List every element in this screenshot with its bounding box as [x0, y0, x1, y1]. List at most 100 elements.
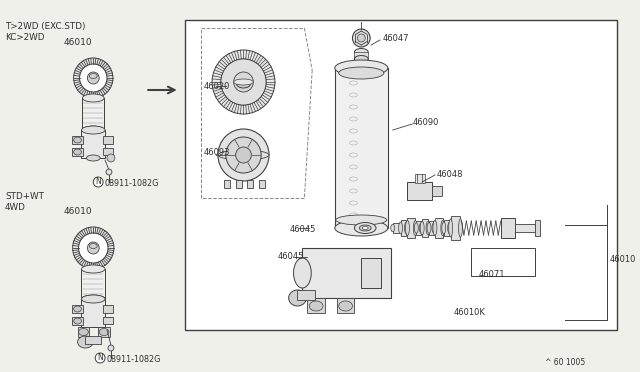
Bar: [248, 180, 253, 188]
Ellipse shape: [308, 251, 330, 263]
Circle shape: [93, 177, 103, 187]
Ellipse shape: [289, 290, 307, 306]
Bar: [444, 220, 450, 236]
Bar: [422, 219, 428, 237]
Ellipse shape: [458, 219, 463, 237]
Ellipse shape: [442, 222, 445, 234]
Ellipse shape: [294, 258, 311, 288]
Bar: [72, 136, 83, 144]
Ellipse shape: [336, 215, 387, 225]
Bar: [337, 298, 355, 313]
Ellipse shape: [77, 336, 93, 348]
Ellipse shape: [83, 94, 104, 102]
Ellipse shape: [99, 328, 109, 336]
Ellipse shape: [420, 221, 424, 235]
Ellipse shape: [355, 55, 368, 62]
Bar: [298, 290, 315, 300]
Ellipse shape: [355, 48, 368, 55]
Ellipse shape: [74, 149, 81, 155]
Bar: [307, 298, 325, 313]
Ellipse shape: [404, 222, 408, 234]
Ellipse shape: [449, 219, 452, 237]
Bar: [184, 20, 616, 330]
Ellipse shape: [399, 222, 403, 234]
Circle shape: [95, 353, 105, 363]
Ellipse shape: [74, 318, 81, 324]
Text: 46010: 46010: [610, 255, 636, 264]
Circle shape: [88, 242, 99, 254]
Ellipse shape: [432, 223, 436, 233]
Text: ^ 60 1005: ^ 60 1005: [545, 358, 585, 367]
Circle shape: [353, 29, 370, 47]
Bar: [77, 327, 90, 337]
Bar: [435, 218, 443, 238]
Ellipse shape: [86, 155, 100, 161]
Circle shape: [236, 147, 252, 163]
Ellipse shape: [79, 328, 88, 336]
Text: 46010: 46010: [64, 38, 92, 47]
Ellipse shape: [335, 60, 388, 76]
Ellipse shape: [413, 221, 417, 235]
Bar: [81, 269, 105, 299]
Bar: [401, 220, 406, 236]
Ellipse shape: [313, 254, 325, 260]
Ellipse shape: [406, 221, 410, 235]
Bar: [471, 248, 535, 276]
Ellipse shape: [355, 222, 376, 234]
Bar: [429, 221, 434, 235]
Ellipse shape: [339, 301, 353, 311]
Bar: [224, 180, 230, 188]
Ellipse shape: [359, 225, 371, 231]
Circle shape: [107, 154, 115, 162]
Circle shape: [79, 233, 108, 263]
Bar: [98, 327, 110, 337]
Text: N: N: [95, 177, 101, 186]
Ellipse shape: [433, 221, 437, 235]
Circle shape: [221, 59, 266, 105]
Ellipse shape: [81, 265, 105, 273]
Bar: [103, 136, 113, 144]
Bar: [355, 52, 368, 59]
Bar: [432, 186, 442, 196]
Ellipse shape: [234, 79, 253, 85]
Ellipse shape: [337, 252, 356, 262]
Text: 4WD: 4WD: [5, 203, 26, 212]
Bar: [335, 68, 388, 228]
Ellipse shape: [237, 80, 250, 88]
Bar: [83, 98, 104, 130]
Bar: [393, 223, 404, 233]
Bar: [85, 336, 101, 344]
Text: STD+WT: STD+WT: [5, 192, 44, 201]
Ellipse shape: [81, 126, 105, 134]
Circle shape: [234, 72, 253, 92]
Bar: [72, 148, 83, 156]
Bar: [500, 218, 515, 238]
Bar: [302, 248, 391, 298]
Text: 46093: 46093: [204, 148, 230, 157]
Ellipse shape: [218, 150, 269, 160]
Circle shape: [226, 137, 261, 173]
Circle shape: [79, 64, 107, 92]
Bar: [103, 148, 113, 155]
Ellipse shape: [356, 64, 366, 68]
Ellipse shape: [83, 126, 104, 134]
Circle shape: [357, 34, 365, 42]
Ellipse shape: [391, 224, 395, 232]
Bar: [451, 216, 460, 240]
Bar: [408, 182, 432, 200]
Bar: [81, 299, 105, 327]
Bar: [72, 317, 83, 325]
Text: 46047: 46047: [383, 34, 410, 43]
Text: KC>2WD: KC>2WD: [5, 33, 44, 42]
Ellipse shape: [81, 295, 105, 303]
Circle shape: [74, 58, 113, 98]
Bar: [72, 305, 83, 313]
Ellipse shape: [81, 295, 105, 303]
Ellipse shape: [362, 227, 368, 230]
Ellipse shape: [448, 222, 452, 234]
Text: 46090: 46090: [412, 118, 439, 127]
Ellipse shape: [74, 137, 81, 143]
Ellipse shape: [309, 301, 323, 311]
Ellipse shape: [403, 224, 406, 232]
Bar: [103, 317, 113, 324]
